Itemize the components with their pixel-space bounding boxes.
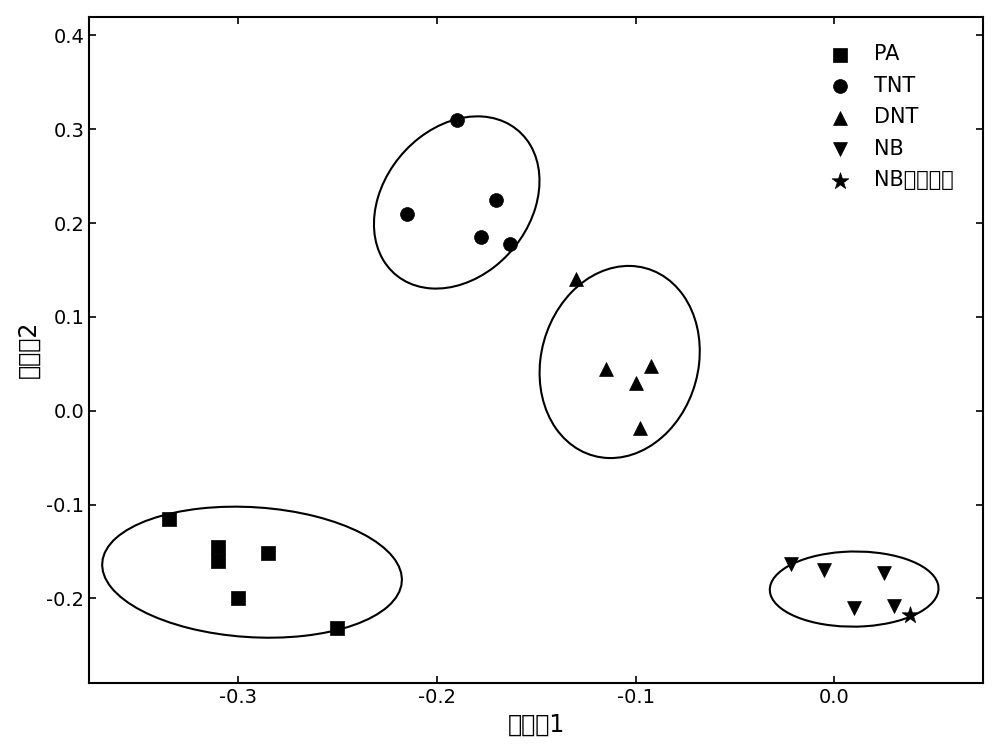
PA <box>210 541 226 553</box>
NB <box>816 564 832 576</box>
DNT <box>568 273 584 285</box>
PA <box>260 547 276 559</box>
NB <box>783 558 799 570</box>
NB标准溶液 <box>902 609 918 621</box>
TNT <box>449 114 465 126</box>
DNT <box>598 362 614 374</box>
DNT <box>643 360 659 372</box>
TNT <box>502 238 518 250</box>
NB <box>846 602 862 614</box>
PA <box>210 555 226 567</box>
DNT <box>632 422 648 434</box>
TNT <box>399 208 415 220</box>
TNT <box>473 231 489 243</box>
NB <box>886 600 902 612</box>
DNT <box>628 376 644 389</box>
TNT <box>488 194 504 206</box>
PA <box>329 623 345 635</box>
PA <box>161 513 177 525</box>
PA <box>230 593 246 605</box>
Legend: PA, TNT, DNT, NB, NB标准溶液: PA, TNT, DNT, NB, NB标准溶液 <box>809 34 964 200</box>
X-axis label: 主成分1: 主成分1 <box>508 712 565 736</box>
Y-axis label: 主成分2: 主成分2 <box>17 321 41 379</box>
NB <box>876 567 892 579</box>
